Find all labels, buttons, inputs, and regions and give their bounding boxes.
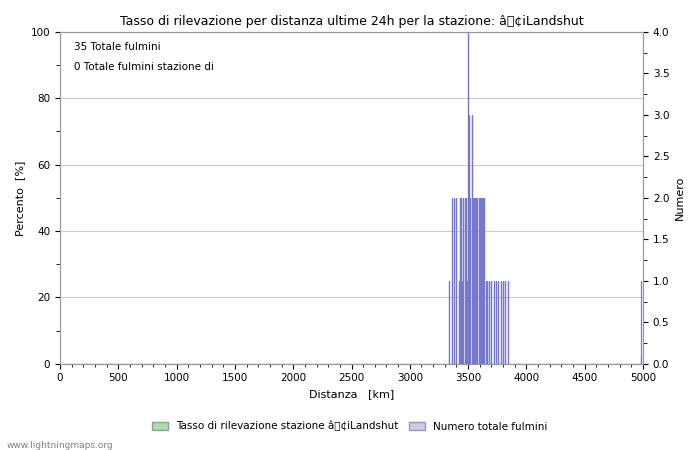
Y-axis label: Numero: Numero	[675, 176, 685, 220]
Y-axis label: Percento  [%]: Percento [%]	[15, 160, 25, 235]
Legend: Tasso di rilevazione stazione â¢iLandshut, Numero totale fulmini: Tasso di rilevazione stazione â¢iLandsh…	[148, 417, 552, 436]
Title: Tasso di rilevazione per distanza ultime 24h per la stazione: â¢iLandshut: Tasso di rilevazione per distanza ultime…	[120, 15, 583, 28]
Text: 0 Totale fulmini stazione di: 0 Totale fulmini stazione di	[74, 62, 214, 72]
Text: 35 Totale fulmini: 35 Totale fulmini	[74, 42, 161, 52]
Text: www.lightningmaps.org: www.lightningmaps.org	[7, 441, 113, 450]
X-axis label: Distanza   [km]: Distanza [km]	[309, 389, 394, 399]
